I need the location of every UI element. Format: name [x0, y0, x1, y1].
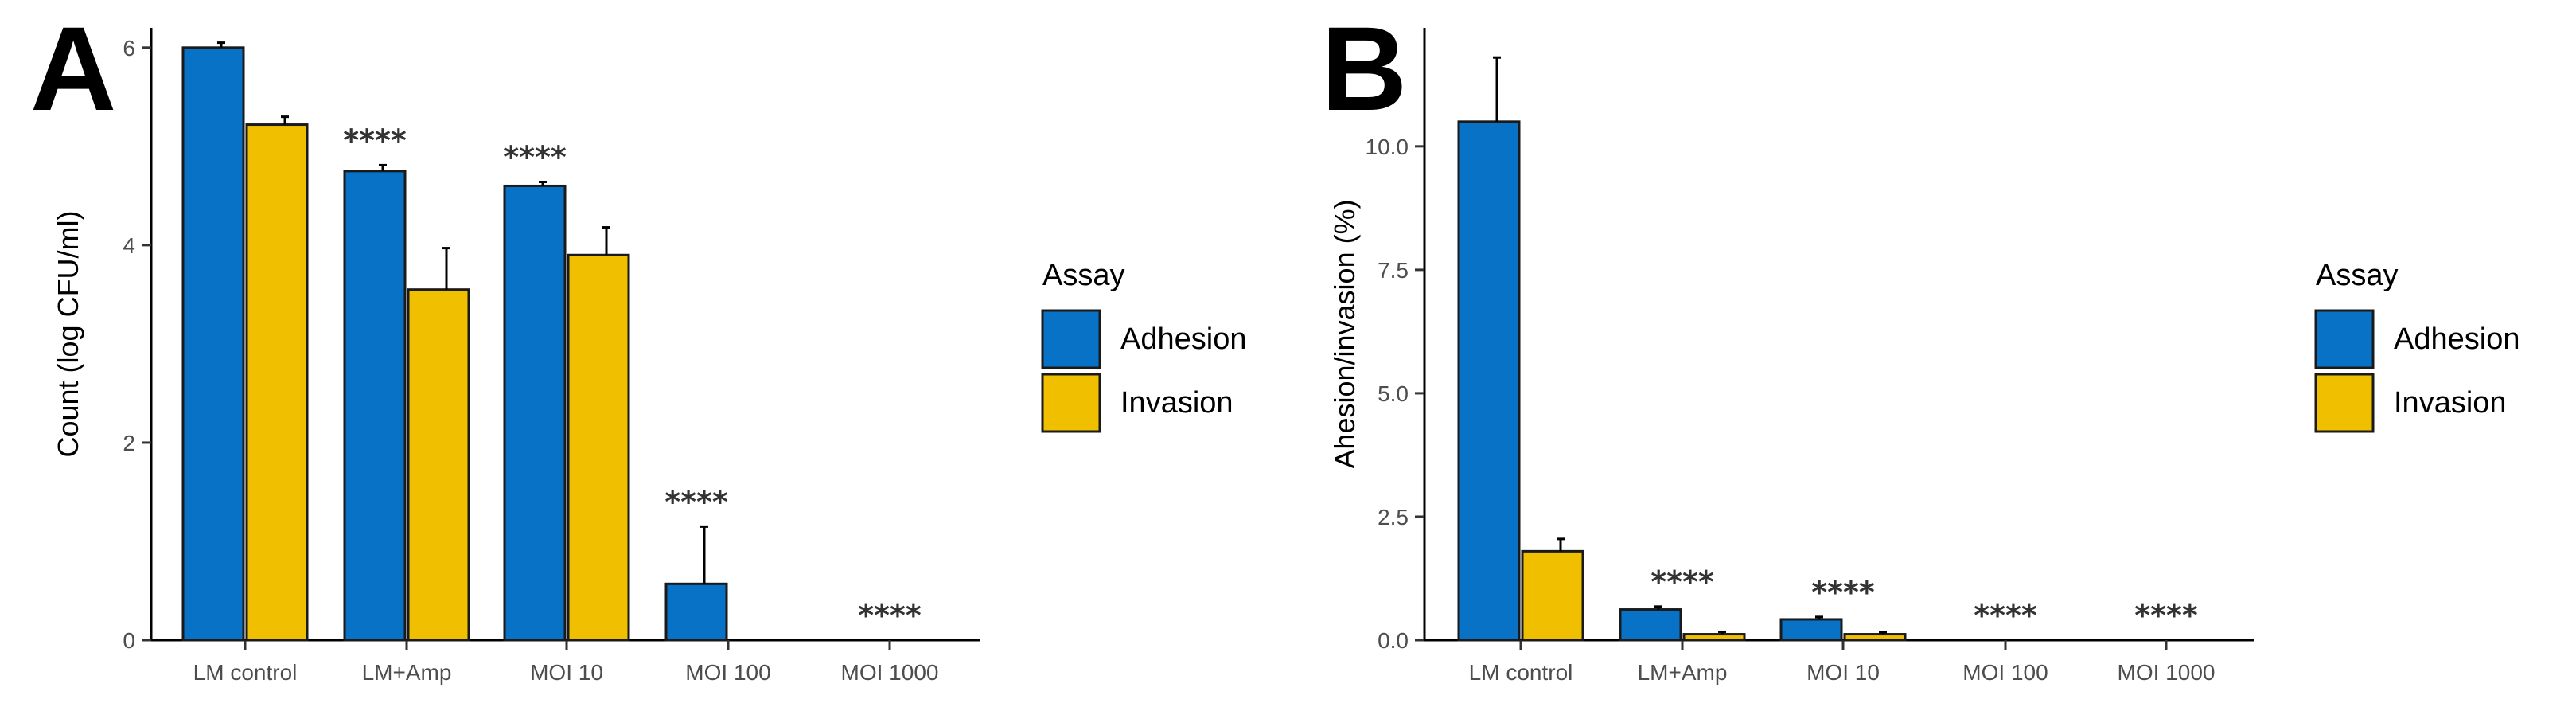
y-tick-label: 6 — [123, 36, 135, 61]
y-tick-label: 5.0 — [1378, 381, 1409, 406]
legend-label-invasion: Invasion — [1120, 386, 1233, 420]
bar-invasion — [245, 123, 309, 642]
y-tick-label: 2 — [123, 431, 135, 455]
bar-invasion — [1682, 633, 1746, 642]
significance-label: **** — [664, 484, 728, 519]
panel-a: A 0 2 4 6 Count (log CFU/ml) LM control LM+Amp M… — [30, 2, 1246, 685]
x-tick-label: LM+Amp — [362, 660, 452, 685]
significance-label: **** — [1650, 565, 1714, 600]
y-axis-title: Count (log CFU/ml) — [52, 210, 84, 457]
significance-label: **** — [1974, 598, 2037, 633]
bar-adhesion — [664, 582, 728, 642]
significance-label: **** — [1811, 575, 1875, 610]
y-tick-label: 10.0 — [1366, 135, 1409, 159]
y-axis-title: Ahesion/invasion (%) — [1328, 199, 1361, 468]
y-tick-label: 4 — [123, 233, 135, 258]
bar-adhesion — [1619, 608, 1682, 642]
legend-key-adhesion — [2314, 309, 2375, 369]
panel-b: B 0.0 2.5 5.0 7.5 10.0 Ahesion/invasion (%) LM … — [1321, 2, 2519, 685]
x-tick-label: MOI 100 — [685, 660, 770, 685]
bar-adhesion — [503, 184, 567, 642]
bar-adhesion — [1779, 618, 1843, 642]
y-tick-label: 2.5 — [1378, 505, 1409, 529]
bar-adhesion — [1457, 120, 1521, 642]
bar-adhesion — [181, 46, 245, 642]
y-tick-label: 0.0 — [1378, 628, 1409, 653]
x-tick-label: MOI 100 — [1962, 660, 2048, 685]
significance-label: **** — [503, 139, 567, 174]
x-tick-label: MOI 10 — [530, 660, 603, 685]
bar-invasion — [1521, 549, 1584, 642]
legend-key-invasion — [2314, 373, 2375, 433]
legend-key-invasion — [1041, 373, 1101, 433]
bar-invasion — [407, 288, 470, 642]
significance-label: **** — [343, 123, 407, 158]
bar-invasion — [567, 253, 630, 642]
legend-label-invasion: Invasion — [2394, 386, 2507, 420]
panel-label: A — [30, 2, 116, 135]
legend-key-adhesion — [1041, 309, 1101, 369]
legend-title: Assay — [2316, 259, 2398, 292]
legend-title: Assay — [1042, 259, 1124, 292]
x-tick-label: LM control — [1469, 660, 1573, 685]
x-tick-label: LM+Amp — [1638, 660, 1728, 685]
x-tick-label: MOI 10 — [1806, 660, 1880, 685]
bar-adhesion — [343, 170, 407, 642]
x-tick-label: MOI 1000 — [841, 660, 939, 685]
y-tick-label: 7.5 — [1378, 258, 1409, 283]
legend-label-adhesion: Adhesion — [2394, 322, 2519, 356]
panel-label: B — [1321, 2, 1407, 135]
significance-label: **** — [2134, 598, 2198, 633]
bar-invasion — [1843, 633, 1907, 642]
y-tick-label: 0 — [123, 628, 135, 653]
x-tick-label: LM control — [193, 660, 298, 685]
legend-label-adhesion: Adhesion — [1120, 322, 1246, 356]
x-tick-label: MOI 1000 — [2118, 660, 2216, 685]
significance-label: **** — [858, 598, 922, 633]
